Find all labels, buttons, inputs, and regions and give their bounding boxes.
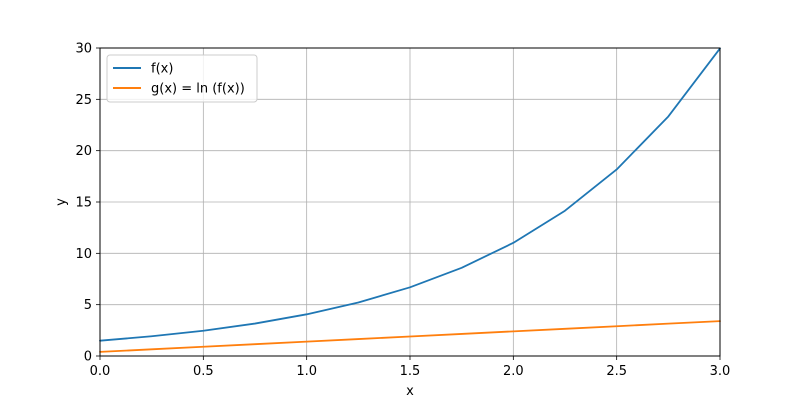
legend-box [106, 54, 258, 103]
x-axis-label: x [406, 384, 414, 399]
y-tick-label: 15 [75, 196, 92, 211]
y-tick-label: 30 [75, 42, 92, 57]
x-tick-label: 0.0 [90, 364, 111, 379]
x-tick-label: 0.5 [193, 364, 214, 379]
series-line-f [99, 47, 721, 342]
y-axis-label: y [54, 198, 69, 206]
y-tick-label: 20 [75, 144, 92, 159]
y-tick-label: 10 [75, 247, 92, 262]
axis-ticks: 0.0 0.5 1.0 1.5 2.0 2.5 3.0 0 5 10 15 20 25 30 [75, 42, 730, 380]
x-tick-label: 2.5 [606, 364, 627, 379]
y-tick-label: 5 [84, 298, 92, 313]
series-lines [99, 47, 721, 353]
x-tick-label: 2.0 [503, 364, 524, 379]
x-tick-label: 1.5 [400, 364, 421, 379]
series-line-g [99, 320, 721, 353]
legend: f(x) g(x) = ln (f(x)) [106, 54, 258, 103]
x-tick-label: 1.0 [296, 364, 317, 379]
legend-label-g: g(x) = ln (f(x)) [151, 82, 245, 97]
y-tick-label: 25 [75, 93, 92, 108]
x-tick-label: 3.0 [710, 364, 731, 379]
legend-label-f: f(x) [151, 62, 173, 77]
y-tick-label: 0 [84, 350, 92, 365]
